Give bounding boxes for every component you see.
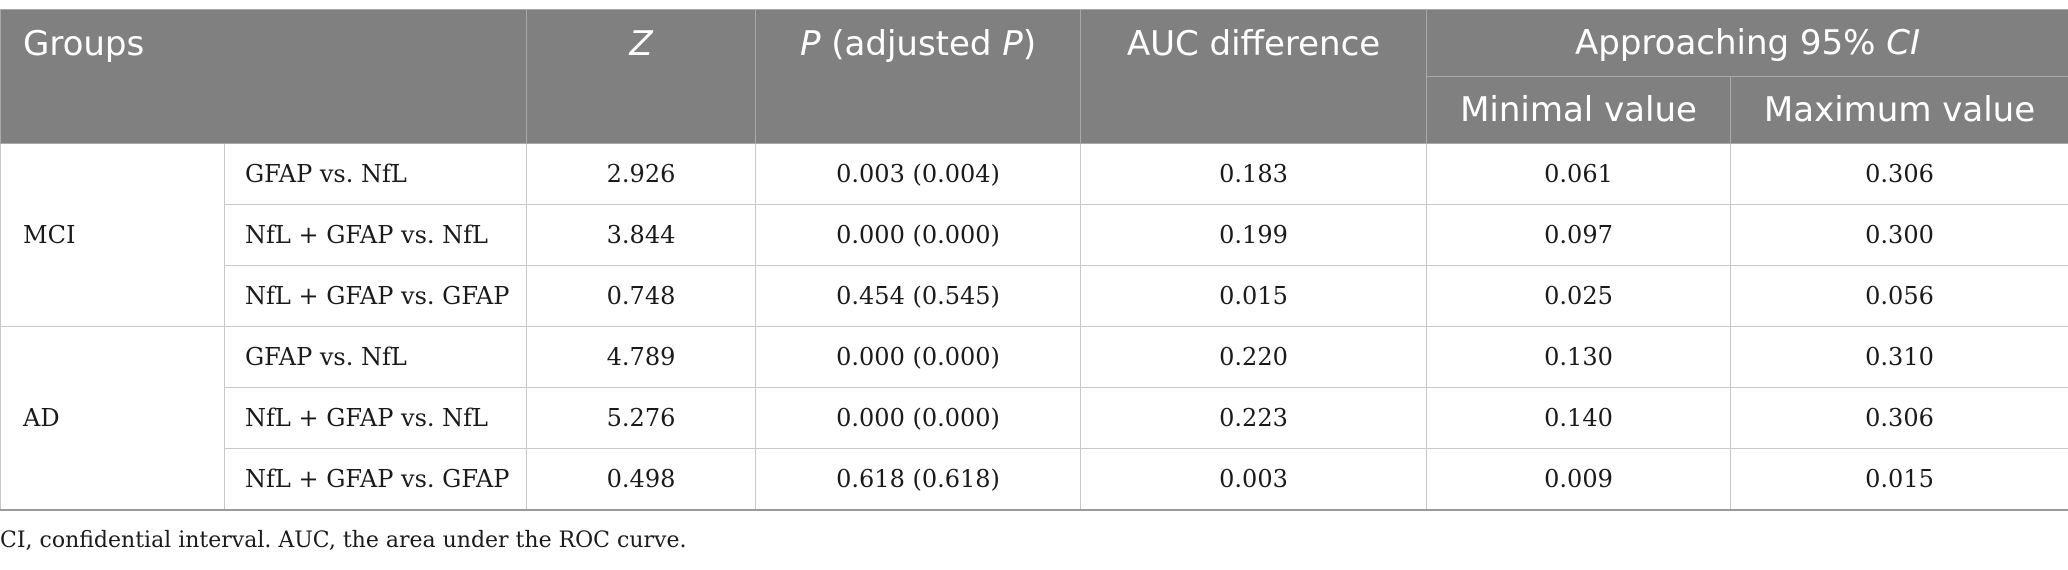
table-body: MCI GFAP vs. NfL 2.926 0.003 (0.004) 0.1…	[0, 143, 2068, 511]
table-row: NfL + GFAP vs. NfL 5.276 0.000 (0.000) 0…	[1, 387, 2068, 449]
header-ci: Approaching 95% CI	[1426, 9, 2068, 77]
comparison-cell: GFAP vs. NfL	[223, 143, 528, 205]
table-footnote: CI, confidential interval. AUC, the area…	[0, 528, 687, 553]
header-p: P (adjusted P)	[755, 9, 1082, 144]
table-row: MCI GFAP vs. NfL 2.926 0.003 (0.004) 0.1…	[0, 143, 2068, 327]
z-cell: 4.789	[526, 326, 757, 388]
max-cell: 0.306	[1730, 387, 2068, 449]
min-cell: 0.097	[1426, 204, 1732, 266]
p-cell: 0.618 (0.618)	[755, 448, 1082, 511]
auc-diff-cell: 0.015	[1080, 265, 1428, 327]
auc-diff-cell: 0.199	[1080, 204, 1428, 266]
max-cell: 0.056	[1730, 265, 2068, 327]
header-min-value: Minimal value	[1426, 76, 1732, 144]
min-cell: 0.009	[1426, 448, 1732, 511]
header-auc-difference: AUC difference	[1080, 9, 1428, 144]
table-header: Groups Z P (adjusted P) AUC difference A…	[0, 9, 2068, 144]
header-p-close: )	[1022, 24, 1037, 64]
header-ci-italic: CI	[1886, 23, 1921, 63]
p-cell: 0.000 (0.000)	[755, 204, 1082, 266]
z-cell: 5.276	[526, 387, 757, 449]
auc-diff-cell: 0.223	[1080, 387, 1428, 449]
comparison-cell: GFAP vs. NfL	[223, 326, 528, 388]
header-z-text: Z	[629, 24, 653, 64]
auc-diff-cell: 0.220	[1080, 326, 1428, 388]
group-label-ad: AD	[0, 326, 225, 511]
header-groups: Groups	[0, 9, 528, 144]
min-cell: 0.130	[1426, 326, 1732, 388]
table-row: NfL + GFAP vs. GFAP 0.748 0.454 (0.545) …	[1, 265, 2068, 327]
header-p-end: P	[1002, 24, 1023, 64]
p-cell: 0.000 (0.000)	[755, 326, 1082, 388]
comparison-cell: NfL + GFAP vs. GFAP	[223, 448, 528, 511]
max-cell: 0.310	[1730, 326, 2068, 388]
comparison-cell: NfL + GFAP vs. GFAP	[223, 265, 528, 327]
table-row: AD GFAP vs. NfL 4.789 0.000 (0.000) 0.22…	[0, 326, 2068, 511]
z-cell: 0.748	[526, 265, 757, 327]
z-cell: 2.926	[526, 143, 757, 205]
max-cell: 0.300	[1730, 204, 2068, 266]
comparison-cell: NfL + GFAP vs. NfL	[223, 387, 528, 449]
z-cell: 3.844	[526, 204, 757, 266]
header-p-main: P	[799, 24, 821, 64]
max-cell: 0.306	[1730, 143, 2068, 205]
p-cell: 0.454 (0.545)	[755, 265, 1082, 327]
table-row: NfL + GFAP vs. NfL 3.844 0.000 (0.000) 0…	[1, 204, 2068, 266]
comparison-cell: NfL + GFAP vs. NfL	[223, 204, 528, 266]
auc-diff-cell: 0.003	[1080, 448, 1428, 511]
header-ci-main: Approaching 95%	[1574, 23, 1887, 63]
header-max-value: Maximum value	[1730, 76, 2068, 144]
z-cell: 0.498	[526, 448, 757, 511]
p-cell: 0.000 (0.000)	[755, 387, 1082, 449]
min-cell: 0.140	[1426, 387, 1732, 449]
header-p-mid: (adjusted	[820, 24, 1003, 64]
p-cell: 0.003 (0.004)	[755, 143, 1082, 205]
group-label-mci: MCI	[0, 143, 225, 327]
header-z: Z	[526, 9, 757, 144]
table-row: NfL + GFAP vs. GFAP 0.498 0.618 (0.618) …	[1, 448, 2068, 511]
min-cell: 0.025	[1426, 265, 1732, 327]
min-cell: 0.061	[1426, 143, 1732, 205]
max-cell: 0.015	[1730, 448, 2068, 511]
auc-diff-cell: 0.183	[1080, 143, 1428, 205]
results-table: Groups Z P (adjusted P) AUC difference A…	[0, 9, 2068, 511]
